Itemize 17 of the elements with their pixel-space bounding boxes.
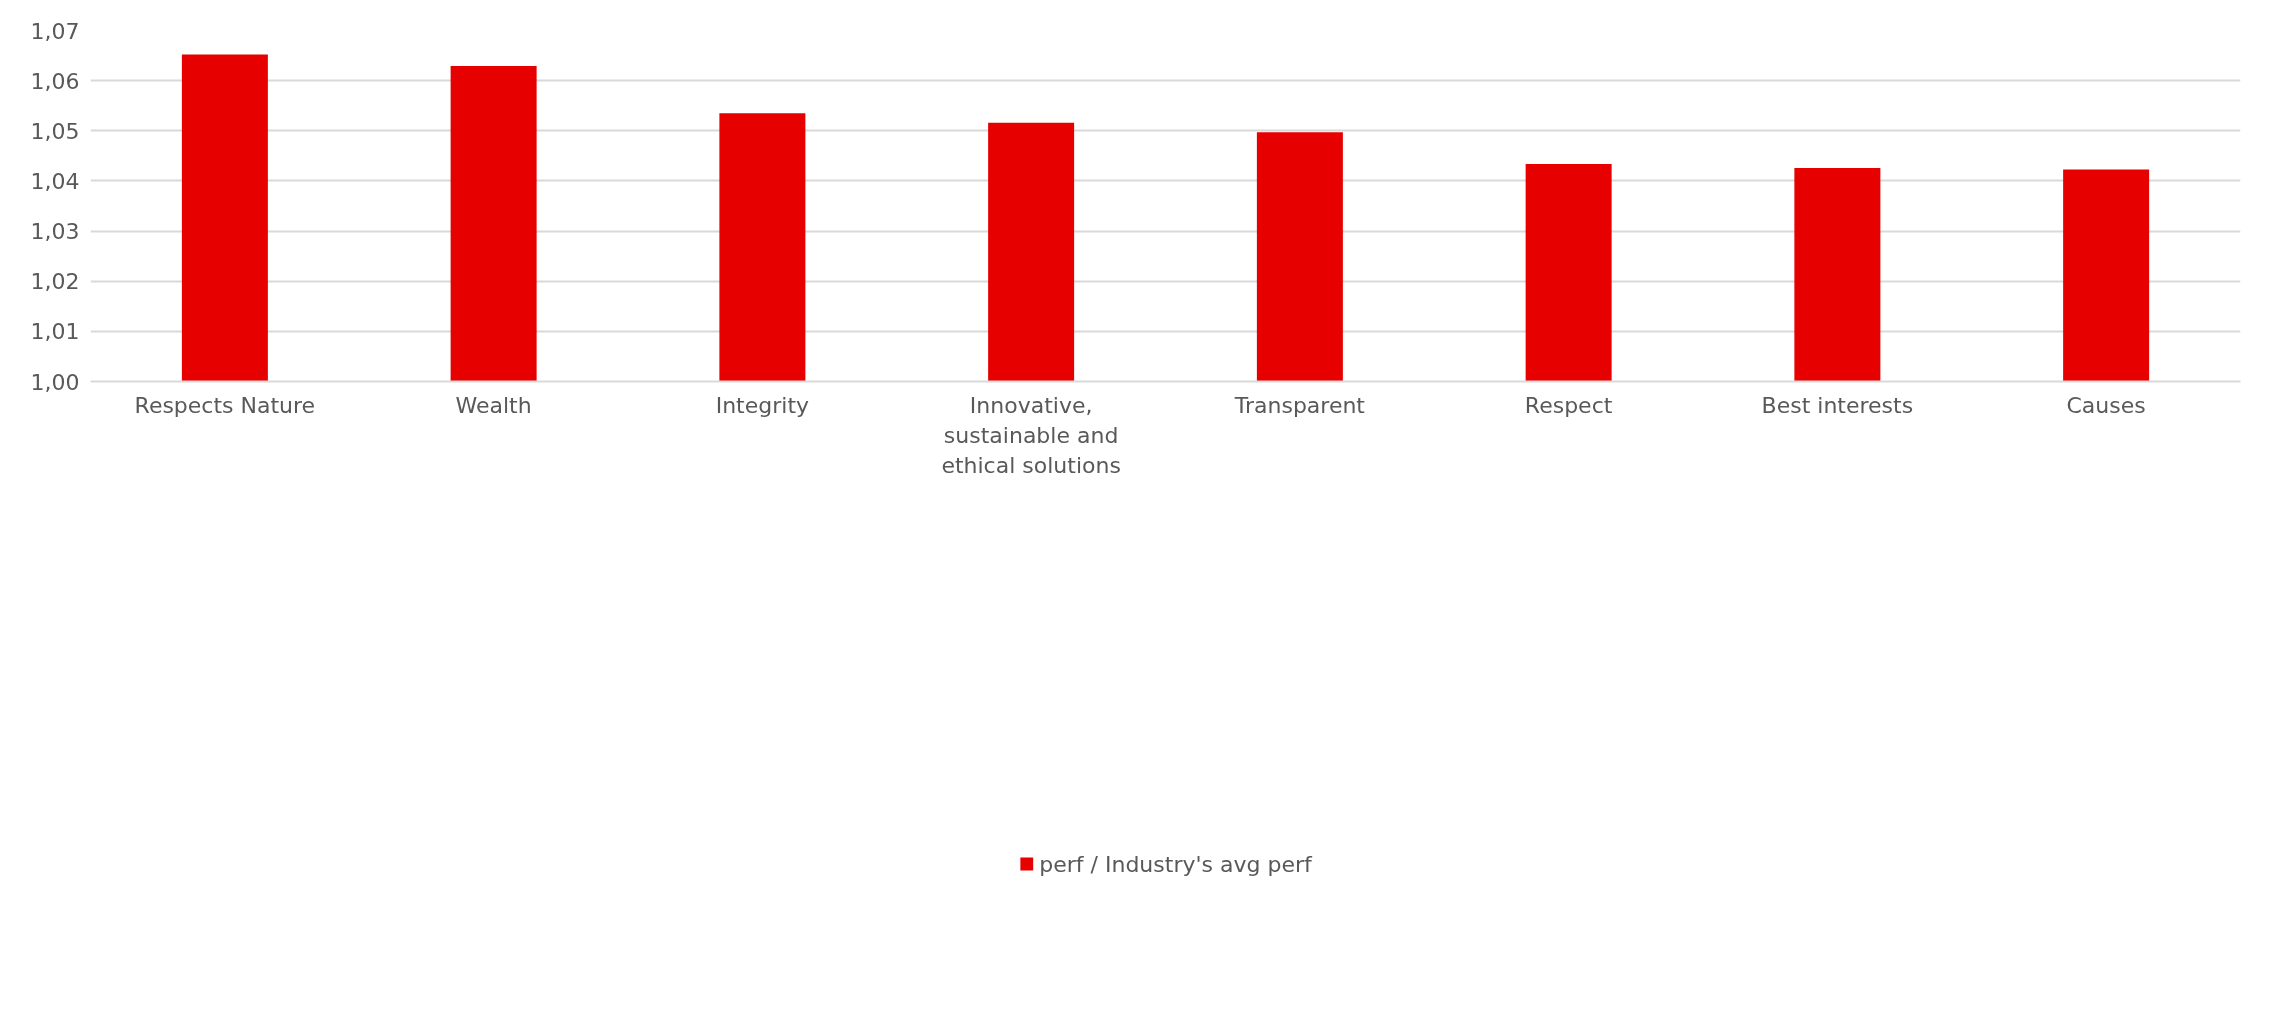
x-tick-label: Respect bbox=[1524, 392, 1613, 418]
y-tick-label: 1,07 bbox=[30, 18, 80, 44]
x-tick-label: Best interests bbox=[1761, 392, 1914, 418]
y-tick-label: 1,05 bbox=[30, 118, 80, 144]
y-tick-label: 1,00 bbox=[30, 369, 80, 395]
y-tick-label: 1,01 bbox=[30, 319, 80, 345]
x-tick-label: Innovative, sustainable and ethical solutions bbox=[941, 392, 1121, 478]
x-tick-label: Integrity bbox=[715, 392, 810, 418]
y-tick-label: 1,02 bbox=[30, 269, 80, 295]
legend-label: perf / Industry's avg perf bbox=[1039, 851, 1312, 877]
y-tick-label: 1,04 bbox=[30, 168, 80, 194]
y-tick-label: 1,03 bbox=[30, 219, 80, 245]
x-tick-label: Wealth bbox=[455, 392, 532, 418]
x-tick-label: Transparent bbox=[1233, 392, 1366, 418]
y-tick-label: 1,06 bbox=[30, 68, 80, 94]
x-tick-label: Respects Nature bbox=[134, 392, 316, 418]
x-tick-label: Causes bbox=[2066, 392, 2146, 418]
